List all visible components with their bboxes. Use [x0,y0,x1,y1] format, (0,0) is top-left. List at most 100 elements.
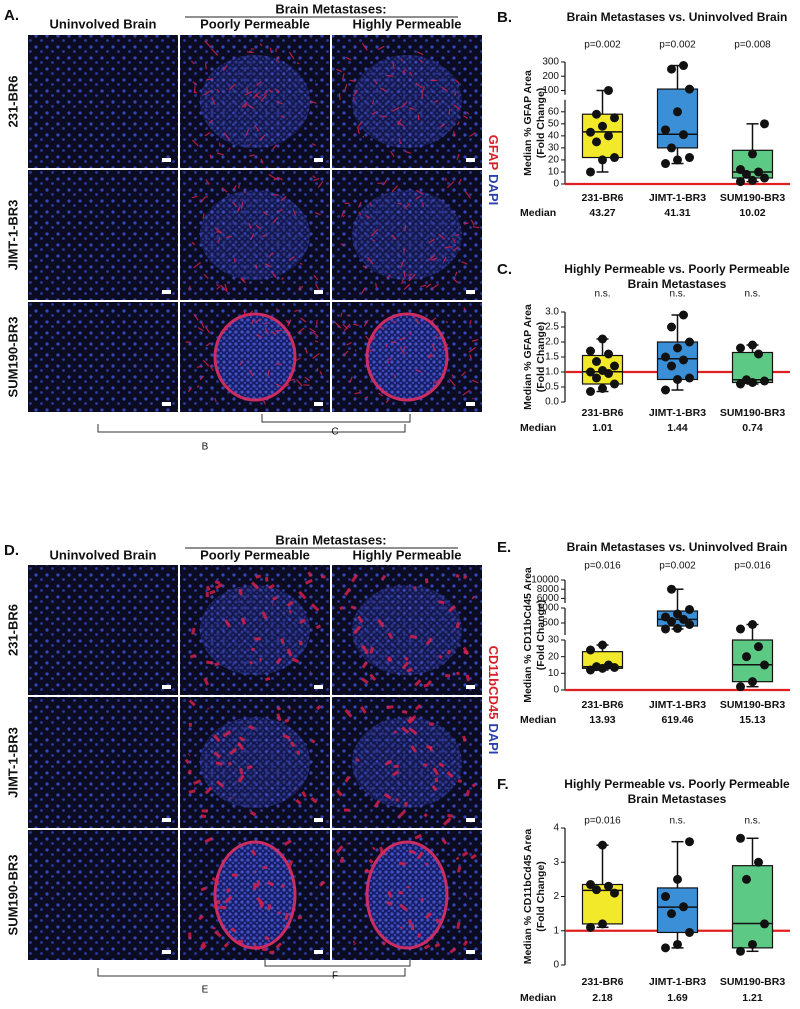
stain-signal [192,139,199,147]
stain-signal [401,661,410,670]
bracket [97,968,406,977]
chart-title: Brain Metastases [628,277,727,291]
data-point [673,155,682,165]
stain-signal [275,942,283,949]
y-tick-label: 2 [553,891,559,902]
data-point [598,121,607,131]
stain-signal [286,600,294,607]
stain-signal [204,131,211,137]
y-axis-label: Median % CD11bCd45 Area [522,829,534,965]
bracket-label: C [331,427,338,438]
stain-signal [260,158,264,164]
stain-signal [224,385,230,388]
stain-signal [452,246,459,252]
stain-signal [344,708,353,718]
stain-signal [297,327,305,334]
stain-signal [296,750,301,755]
stain-signal [272,217,279,224]
stain-signal [251,581,259,590]
data-point [604,660,613,670]
data-point [679,614,688,624]
stain-signal [256,334,263,339]
data-point [667,584,676,594]
stain-signal [444,245,452,249]
median-value: 619.46 [661,714,693,726]
stain-signal [200,814,207,819]
stain-signal [269,47,273,54]
data-point [736,177,745,187]
stain-signal [417,51,424,56]
stain-signal [250,647,255,652]
stain-signal [240,201,244,209]
stain-signal [288,51,295,60]
data-point [685,373,694,383]
stain-signal [415,318,419,323]
data-point [673,375,682,384]
stain-signal [352,97,355,102]
stain-signal [356,121,363,129]
data-point [610,361,619,371]
stain-signal [415,369,422,373]
stain-signal [294,309,299,313]
row-label: SUM190-BR3 [5,855,20,936]
data-point [679,130,688,140]
stain-signal [401,68,407,73]
stain-signal [188,789,196,794]
stain-signal [336,68,343,73]
stain-signal [314,212,321,216]
stain-signal [449,947,457,954]
stain-signal [287,378,295,382]
stain-signal [391,341,397,344]
y-tick-label: 50 [548,118,560,129]
stain-signal [216,152,224,156]
data-point [754,642,763,652]
tumor-core [365,312,449,402]
scale-bar [314,158,323,162]
stain-signal [373,800,381,808]
stain-signal [423,683,429,688]
stain-signal [385,399,389,404]
stain-signal [362,646,369,655]
x-tick-label: SUM190-BR3 [720,976,786,988]
stain-signal [230,927,237,933]
group-header: Brain Metastases: [275,532,386,547]
stain-signal [261,611,268,620]
stain-signal [205,179,210,185]
stain-signal [222,730,232,738]
stain-signal [312,175,316,179]
stain-signal [225,235,233,239]
stain-signal [358,211,362,216]
stain-signal [453,130,456,137]
data-point [661,385,670,395]
stain-label: GFAP DAPI [486,135,501,205]
stain-signal [200,886,207,892]
stain-signal [221,187,228,193]
stain-signal [222,65,228,72]
stain-signal [419,59,423,64]
stain-signal [379,849,386,856]
p-value: n.s. [669,816,685,827]
micrograph [332,170,482,300]
stain-signal [334,321,342,329]
tumor-core [352,585,462,675]
stain-signal [401,277,405,285]
data-point [598,155,607,165]
stain-signal [362,135,365,138]
data-point [748,620,757,629]
stain-signal [245,139,248,142]
stain-signal [448,108,451,115]
stain-signal [441,86,448,92]
stain-signal [193,313,199,321]
stain-signal [263,322,268,325]
x-tick-label: 231-BR6 [581,699,623,711]
stain-signal [272,596,278,601]
stain-signal [196,365,203,368]
data-point [661,159,670,169]
stain-signal [442,343,449,352]
stain-signal [246,765,253,770]
data-point [760,919,769,929]
data-point [742,652,751,662]
y-tick-label: 3.0 [545,307,559,318]
stain-signal [276,713,282,722]
stain-signal [256,81,262,86]
